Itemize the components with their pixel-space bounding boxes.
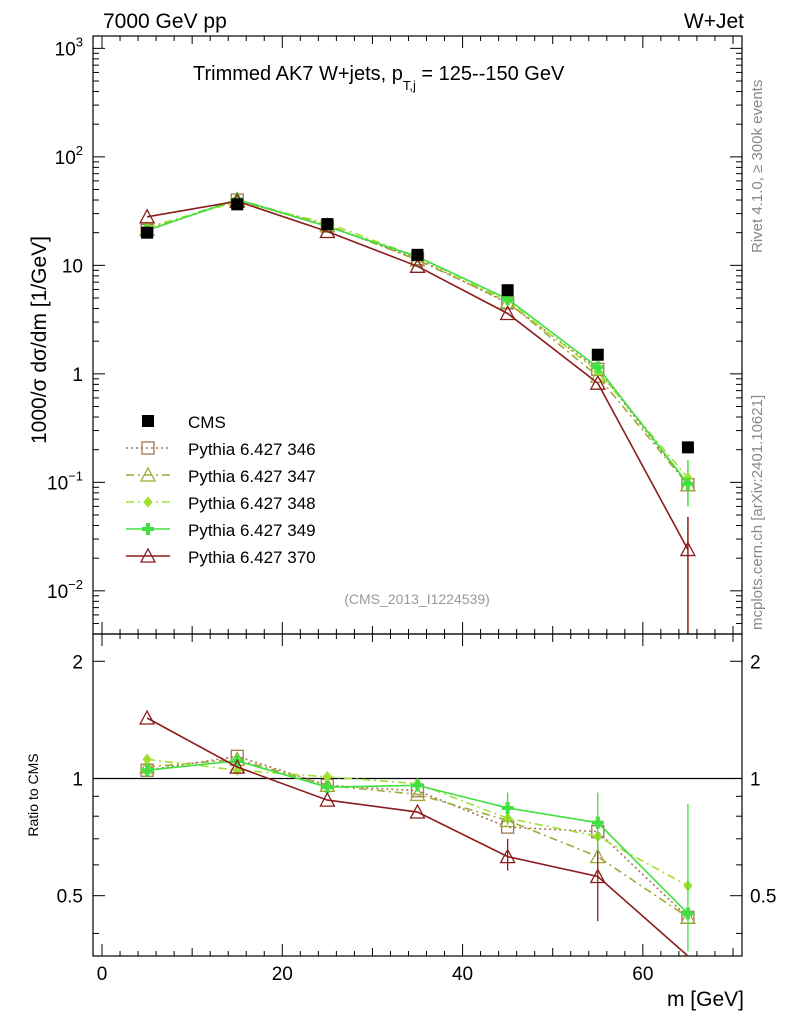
series-point-3-h xyxy=(591,365,604,370)
header-right: W+Jet xyxy=(684,10,744,33)
ratio-point-2 xyxy=(322,770,333,783)
legend-marker-4 xyxy=(139,547,157,563)
legend-label-data: CMS xyxy=(188,413,226,432)
legend-label-3: Pythia 6.427 349 xyxy=(188,521,316,540)
ratio-tick-label: 0.5 xyxy=(57,887,83,908)
ratio-point-3-h xyxy=(411,783,424,788)
series-point-4 xyxy=(138,208,156,224)
ratio-frame xyxy=(92,633,743,957)
ratio-tick-label: 1 xyxy=(72,769,83,790)
ratio-panel: 0 20 40 60 2 2 1 1 0.5 0.5 xyxy=(57,633,776,985)
legend-marker-data xyxy=(142,415,154,427)
analysis-tag: (CMS_2013_I1224539) xyxy=(344,591,490,607)
series-point-4 xyxy=(409,257,426,273)
ratio-tick-label-right: 1 xyxy=(750,769,761,790)
y-tick-label: 1 xyxy=(72,365,83,386)
chart-title-main: Trimmed AK7 W+jets, p xyxy=(193,63,403,85)
series-point-3 xyxy=(501,292,514,305)
series-point-4 xyxy=(679,541,697,557)
y-tick-label: 10−1 xyxy=(47,468,83,494)
legend-label-1: Pythia 6.427 347 xyxy=(188,467,316,486)
y-axis-label: 1000/σ dσ/dm [1/GeV] xyxy=(28,236,51,444)
ratio-tick-label-right: 2 xyxy=(750,652,761,673)
ratio-tick-label-right: 0.5 xyxy=(750,887,776,908)
ratio-point-1 xyxy=(409,786,426,802)
legend-marker-0 xyxy=(141,441,155,455)
series-line-2 xyxy=(146,201,689,479)
x-tick-label: 20 xyxy=(272,964,293,985)
y-tick-label: 10 xyxy=(62,256,83,277)
ratio-point-1 xyxy=(499,812,516,828)
y-tick-label: 102 xyxy=(55,143,83,169)
mcplots-label: mcplots.cern.ch [arXiv:2401.10621] xyxy=(749,395,766,630)
ratio-point-4 xyxy=(229,758,246,774)
ratio-point-2 xyxy=(142,753,152,766)
data-point xyxy=(501,284,514,297)
chart-title-sub: T,j xyxy=(403,78,416,93)
ratio-point-3-h xyxy=(321,785,334,790)
ratio-line-4 xyxy=(146,717,689,957)
data-point xyxy=(141,226,154,239)
y-tick-label: 10−2 xyxy=(47,577,83,603)
ratio-axis-label: Ratio to CMS xyxy=(25,753,41,836)
series-point-4 xyxy=(499,305,516,321)
series-point-3 xyxy=(681,477,694,490)
header-left: 7000 GeV pp xyxy=(103,10,227,33)
series-point-3-h xyxy=(501,296,514,301)
main-frame xyxy=(92,35,743,635)
ratio-point-3 xyxy=(141,764,154,777)
legend-marker-2 xyxy=(143,496,153,508)
ratio-point-4 xyxy=(409,803,426,819)
data-point xyxy=(411,248,424,261)
ratio-point-4 xyxy=(319,791,336,807)
y-tick-label: 103 xyxy=(55,34,83,60)
legend-label-2: Pythia 6.427 348 xyxy=(188,494,316,513)
ratio-point-4 xyxy=(138,709,156,725)
x-axis-label: m [GeV] xyxy=(667,988,744,1011)
legend-label-0: Pythia 6.427 346 xyxy=(188,440,316,459)
data-point xyxy=(231,198,244,211)
series-point-3 xyxy=(591,361,604,374)
x-tick-label: 60 xyxy=(632,964,653,985)
series-point-4 xyxy=(319,223,336,239)
rivet-version-label: Rivet 4.1.0, ≥ 300k events xyxy=(749,80,766,253)
legend-label-4: Pythia 6.427 370 xyxy=(188,548,316,567)
legend-marker-3 xyxy=(142,523,154,535)
legend-marker-3-h xyxy=(142,527,154,531)
chart-title-tail: = 125--150 GeV xyxy=(416,63,565,85)
series-point-3-h xyxy=(681,481,694,486)
ratio-point-3 xyxy=(411,779,424,792)
data-point xyxy=(321,218,334,231)
x-tick-label: 0 xyxy=(97,964,108,985)
series-point-4 xyxy=(589,374,606,390)
legend: CMS Pythia 6.427 346 Pythia 6.427 347 Pythi… xyxy=(126,413,316,567)
x-tick-label: 40 xyxy=(452,964,473,985)
data-point xyxy=(591,348,604,361)
ratio-point-3-h xyxy=(141,768,154,773)
chart-title: Trimmed AK7 W+jets, pT,j = 125--150 GeV xyxy=(193,63,565,93)
data-point xyxy=(681,441,694,454)
ratio-point-3 xyxy=(321,781,334,794)
legend-marker-1 xyxy=(139,466,157,482)
ratio-tick-label: 2 xyxy=(72,652,83,673)
